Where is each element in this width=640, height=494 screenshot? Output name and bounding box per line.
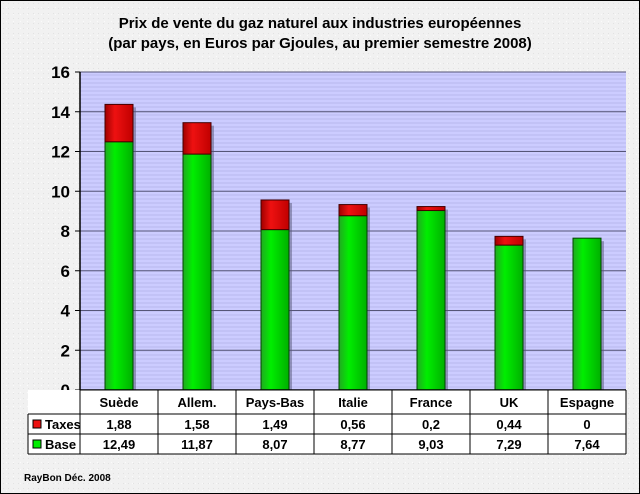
bar-base-Suède bbox=[104, 141, 134, 391]
bar-taxes-Allem. bbox=[182, 122, 212, 155]
y-tick-label: 4 bbox=[61, 302, 71, 321]
data-label-taxes: 0 bbox=[583, 417, 590, 432]
data-label-taxes: 1,88 bbox=[106, 417, 131, 432]
data-label-base: 12,49 bbox=[103, 437, 136, 452]
data-label-taxes: 1,49 bbox=[262, 417, 287, 432]
x-tick-label: Italie bbox=[338, 395, 368, 410]
y-tick-label: 8 bbox=[61, 222, 70, 241]
data-label-base: 9,03 bbox=[418, 437, 443, 452]
bar-taxes-Suède bbox=[104, 103, 134, 143]
legend-swatch-base bbox=[32, 439, 42, 449]
y-tick-label: 6 bbox=[61, 262, 70, 281]
bar-base-UK bbox=[494, 244, 524, 391]
x-tick-label: Allem. bbox=[177, 395, 216, 410]
bar-base-Allem. bbox=[182, 153, 212, 391]
data-label-taxes: 0,44 bbox=[496, 417, 522, 432]
data-label-base: 8,77 bbox=[340, 437, 365, 452]
bar-taxes-UK bbox=[494, 235, 524, 246]
x-tick-label: Espagne bbox=[560, 395, 614, 410]
data-label-base: 7,64 bbox=[574, 437, 600, 452]
data-label-taxes: 1,58 bbox=[184, 417, 209, 432]
y-tick-label: 16 bbox=[51, 63, 70, 82]
bar-taxes-Italie bbox=[338, 204, 368, 217]
bar-taxes-Pays-Bas bbox=[260, 199, 290, 231]
data-label-base: 11,87 bbox=[181, 437, 213, 452]
chart-title-line-2: (par pays, en Euros par Gjoules, au prem… bbox=[108, 35, 532, 52]
bar-base-Italie bbox=[338, 215, 368, 391]
y-tick-label: 10 bbox=[51, 182, 70, 201]
chart-title-line-1: Prix de vente du gaz naturel aux industr… bbox=[118, 15, 522, 32]
x-tick-label: UK bbox=[500, 395, 519, 410]
y-tick-label: 2 bbox=[61, 341, 70, 360]
data-table-bg bbox=[28, 390, 626, 454]
bar-base-Pays-Bas bbox=[260, 229, 290, 391]
y-tick-label: 14 bbox=[51, 103, 70, 122]
bar-base-France bbox=[416, 210, 446, 391]
data-label-base: 8,07 bbox=[262, 437, 287, 452]
credit-text: RayBon Déc. 2008 bbox=[24, 473, 111, 484]
x-tick-label: Suède bbox=[99, 395, 138, 410]
bar-base-Espagne bbox=[572, 237, 602, 391]
x-tick-label: Pays-Bas bbox=[246, 395, 305, 410]
bar-taxes-France bbox=[416, 206, 446, 212]
data-label-base: 7,29 bbox=[496, 437, 521, 452]
legend-label-taxes: Taxes bbox=[45, 417, 81, 432]
legend-label-base: Base bbox=[45, 437, 76, 452]
data-label-taxes: 0,56 bbox=[340, 417, 365, 432]
chart-title: Prix de vente du gaz naturel aux industr… bbox=[0, 14, 640, 54]
legend-swatch-taxes bbox=[32, 419, 42, 429]
x-tick-label: France bbox=[410, 395, 453, 410]
y-tick-label: 12 bbox=[51, 143, 70, 162]
data-label-taxes: 0,2 bbox=[422, 417, 440, 432]
